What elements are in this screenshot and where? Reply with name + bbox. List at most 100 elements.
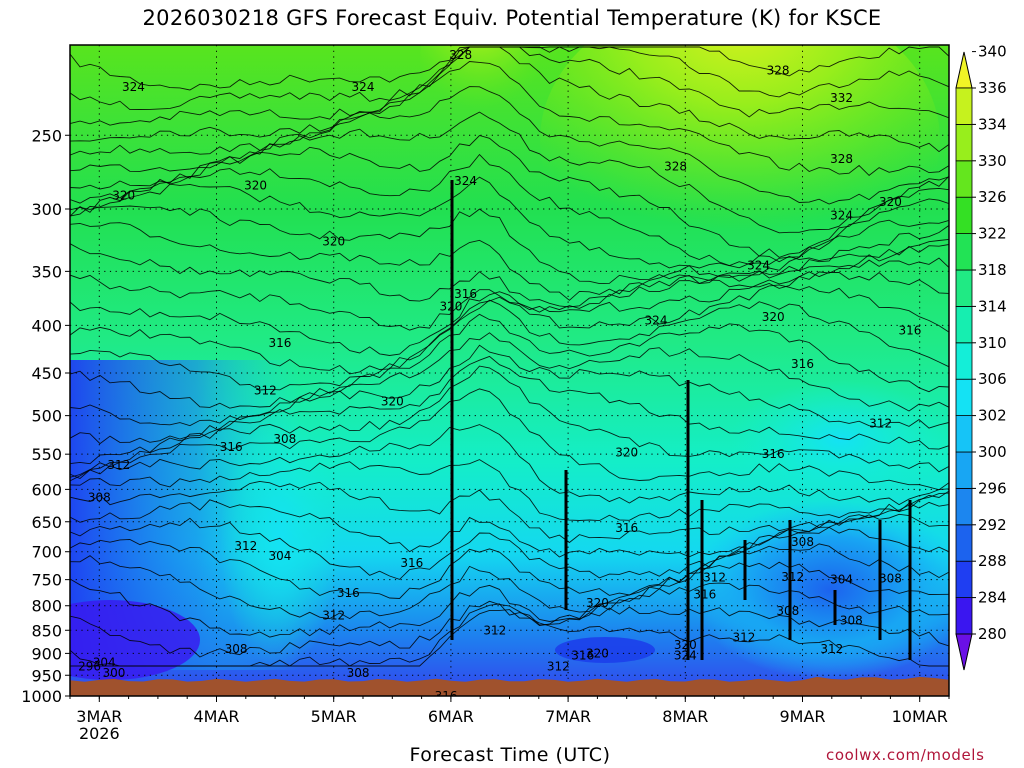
contour-label: 312 <box>234 539 257 553</box>
colorbar-swatch <box>955 269 973 307</box>
colorbar-swatch <box>955 524 973 562</box>
contour-line <box>70 561 949 638</box>
y-tick-label: 400 <box>31 316 62 335</box>
x-tick-label: 8MAR <box>662 707 708 726</box>
colorbar-label: 292 <box>978 516 1007 534</box>
contour-label: 312 <box>869 417 892 431</box>
field-cyan-9mar <box>730 380 949 500</box>
contour-label: 328 <box>449 48 472 62</box>
contour-label: 300 <box>102 666 125 680</box>
contour-label: 320 <box>762 310 785 324</box>
colorbar-label: 340 <box>978 43 1007 61</box>
contour-line <box>70 86 949 205</box>
contour-label: 308 <box>347 666 370 680</box>
contour-label: 328 <box>767 63 790 77</box>
contour-label: 316 <box>571 649 594 663</box>
contour-label: 312 <box>732 630 755 644</box>
contour-label: 312 <box>254 384 277 398</box>
contour-label: 320 <box>322 234 345 248</box>
y-tick-label: 250 <box>31 126 62 145</box>
contour-line <box>70 543 949 620</box>
contour-label: 316 <box>435 689 458 703</box>
contour-line <box>70 284 949 375</box>
contour-label: 320 <box>586 596 609 610</box>
x-tick-label: 3MAR <box>76 707 122 726</box>
contour-line <box>70 271 949 356</box>
chart-title: 2026030218 GFS Forecast Equiv. Potential… <box>142 6 882 30</box>
y-tick-label: 1000 <box>21 687 62 706</box>
colorbar-swatch <box>955 415 973 453</box>
x-year-label: 2026 <box>79 724 120 743</box>
colorbar-swatch <box>955 196 973 234</box>
colorbar-min-arrow <box>955 633 973 671</box>
contour-label: 324 <box>352 80 375 94</box>
colorbar-label: 314 <box>978 297 1007 315</box>
colorbar-swatch <box>955 560 973 599</box>
contour-line <box>70 355 949 465</box>
y-tick-label: 900 <box>31 644 62 663</box>
colorbar-swatch <box>955 124 973 162</box>
contour-label: 316 <box>220 440 243 454</box>
field-warm-top-6mar <box>420 45 540 140</box>
contour-line <box>70 424 949 506</box>
contour-label: 308 <box>273 432 296 446</box>
y-tick-label: 300 <box>31 200 62 219</box>
contour-label: 316 <box>615 521 638 535</box>
colorbar-label: 296 <box>978 479 1007 497</box>
colorbar: 280 284 288 292 296 300 302 306 310 314 318 322 326 3… <box>955 43 1007 671</box>
contour-lines <box>70 46 949 667</box>
x-tick-label: 9MAR <box>779 707 825 726</box>
contour-label: 304 <box>830 573 853 587</box>
y-tick-label: 500 <box>31 407 62 426</box>
contour-line <box>70 388 949 491</box>
contour-line <box>70 609 949 667</box>
colorbar-label: 322 <box>978 225 1007 243</box>
contour-label: 320 <box>615 446 638 460</box>
colorbar-label: 300 <box>978 443 1007 461</box>
colorbar-label: 280 <box>978 625 1007 643</box>
x-tick-label: 4MAR <box>193 707 239 726</box>
x-tick-label: 6MAR <box>428 707 474 726</box>
contour-line <box>70 299 949 391</box>
contour-label: 308 <box>791 535 814 549</box>
contour-label: 308 <box>225 642 248 656</box>
colorbar-max-arrow <box>955 51 973 89</box>
contour-line <box>70 526 949 599</box>
x-tick-label: 7MAR <box>545 707 591 726</box>
colorbar-swatch <box>955 160 973 198</box>
underground-mask <box>70 676 949 696</box>
contour-label: 308 <box>88 490 111 504</box>
y-tick-label: 750 <box>31 571 62 590</box>
contour-label: 308 <box>776 604 799 618</box>
contour-label: 324 <box>122 80 145 94</box>
colorbar-label: 318 <box>978 261 1007 279</box>
y-tick-label: 450 <box>31 364 62 383</box>
contour-label: 312 <box>107 458 130 472</box>
x-tick-label: 10MAR <box>892 707 948 726</box>
colorbar-label: 302 <box>978 407 1007 425</box>
colorbar-label: 306 <box>978 370 1007 388</box>
y-axis: 250 300 350 400 450 500 550 600 650 700 750 800 850 9… <box>21 126 70 706</box>
contour-label: 320 <box>586 646 609 660</box>
colorbar-label: 326 <box>978 188 1007 206</box>
y-tick-label: 800 <box>31 597 62 616</box>
contour-line <box>70 111 949 234</box>
colorbar-swatch <box>955 378 973 417</box>
colorbar-swatch <box>955 305 973 344</box>
contour-label: 312 <box>483 623 506 637</box>
colorbar-label: 336 <box>978 79 1007 97</box>
contour-label: 320 <box>381 395 404 409</box>
y-tick-label: 350 <box>31 262 62 281</box>
colorbar-label: 288 <box>978 552 1007 570</box>
contour-label: 320 <box>674 638 697 652</box>
field-cold-pool-3mar <box>70 600 200 680</box>
contour-line <box>70 61 949 176</box>
contour-label: 316 <box>454 287 477 301</box>
contour-label: 316 <box>693 587 716 601</box>
contour-label: 312 <box>820 642 843 656</box>
contour-label: 316 <box>762 447 785 461</box>
credit-text: coolwx.com/models <box>826 746 985 764</box>
y-tick-label: 650 <box>31 513 62 532</box>
field-cyan-core-4mar <box>220 410 340 670</box>
y-tick-label: 550 <box>31 445 62 464</box>
